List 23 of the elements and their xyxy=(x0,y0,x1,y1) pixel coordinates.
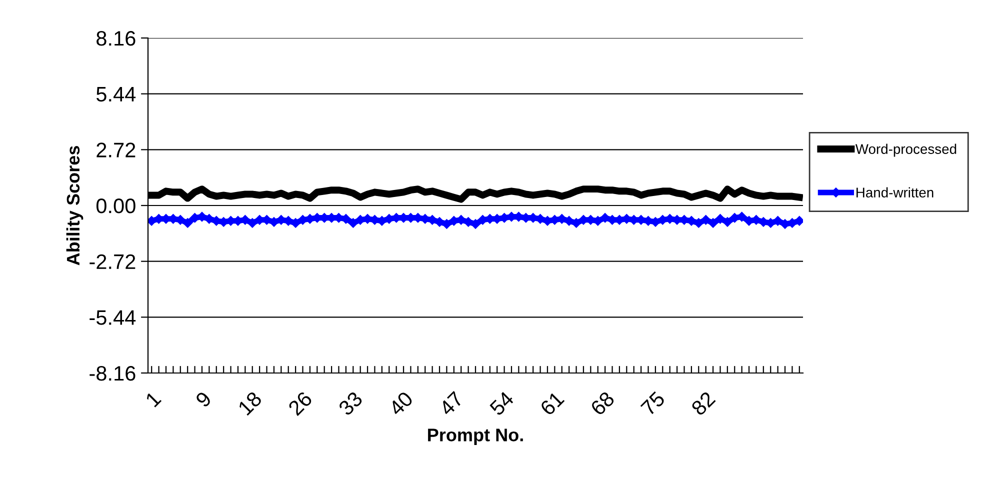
x-tick-label: 33 xyxy=(338,390,364,416)
x-tick-label: 82 xyxy=(690,390,716,416)
y-axis-title: Ability Scores xyxy=(66,146,84,266)
x-tick-label: 18 xyxy=(237,390,263,416)
y-tick-label: -8.16 xyxy=(90,366,136,381)
y-tick-label: -5.44 xyxy=(90,310,136,325)
x-tick-label: 61 xyxy=(539,390,565,416)
legend-label: Hand-written xyxy=(856,187,934,198)
x-tick-label: 54 xyxy=(489,390,515,416)
x-tick-label: 68 xyxy=(590,390,616,416)
legend-label: Word-processed xyxy=(855,144,956,157)
x-tick-label: 40 xyxy=(388,390,414,417)
y-tick-label: -2.72 xyxy=(90,254,136,269)
x-tick-label: 1 xyxy=(145,390,162,408)
y-tick-label: 5.44 xyxy=(96,87,136,102)
y-tick-label: 8.16 xyxy=(96,31,136,46)
x-tick-label: 47 xyxy=(438,390,464,416)
y-tick-label: 2.72 xyxy=(96,142,136,158)
x-tick-label: 75 xyxy=(640,390,666,416)
x-axis-title: Prompt No. xyxy=(428,428,523,445)
y-tick-label: 0.00 xyxy=(96,198,136,214)
x-tick-label: 26 xyxy=(288,390,313,416)
x-tick-label: 9 xyxy=(194,390,212,408)
